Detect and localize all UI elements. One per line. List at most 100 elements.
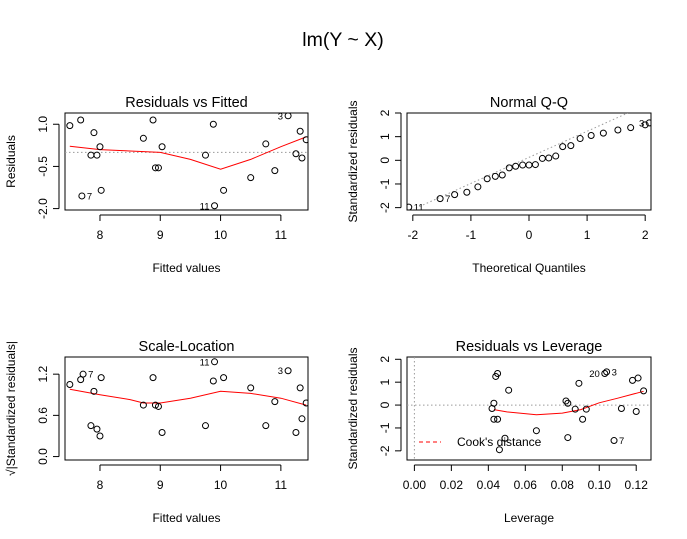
data-point xyxy=(641,121,649,129)
data-point xyxy=(158,429,166,437)
data-point xyxy=(599,129,607,137)
data-point xyxy=(545,154,553,162)
y-tick-label: -1 xyxy=(378,178,392,189)
data-point xyxy=(220,186,228,194)
point-label: 11 xyxy=(200,357,210,368)
x-axis-label: Theoretical Quantiles xyxy=(472,261,585,275)
x-tick-label: 8 xyxy=(97,478,104,492)
smoother-line xyxy=(69,136,307,170)
y-tick-label: -2.0 xyxy=(36,198,50,219)
data-point xyxy=(603,368,611,376)
plot-area xyxy=(407,113,651,210)
data-point xyxy=(298,154,306,162)
data-point xyxy=(474,183,482,191)
data-point xyxy=(209,120,217,128)
data-point xyxy=(292,429,300,437)
y-tick-label: 0.0 xyxy=(36,448,50,465)
figure-main-title: lm(Y ~ X) xyxy=(302,29,383,51)
point-label: 7 xyxy=(619,436,624,447)
data-point xyxy=(512,162,520,170)
data-point xyxy=(284,113,292,120)
data-point xyxy=(494,369,502,377)
data-point xyxy=(296,384,304,392)
data-point xyxy=(262,422,270,430)
legend-cooks-distance-label: Cook's distance xyxy=(457,435,542,449)
x-tick-label: -2 xyxy=(407,228,418,242)
point-label: 3 xyxy=(612,367,617,378)
data-point xyxy=(78,192,86,200)
x-tick-label: 0.10 xyxy=(588,478,612,492)
data-point xyxy=(139,134,147,142)
point-label: 3 xyxy=(278,366,283,377)
data-point xyxy=(158,143,166,151)
data-point xyxy=(632,407,640,415)
data-point xyxy=(571,405,579,413)
data-point xyxy=(77,116,85,124)
plot-title: Residuals vs Fitted xyxy=(125,95,248,111)
data-point xyxy=(302,136,308,144)
data-point xyxy=(302,399,308,407)
data-point xyxy=(610,437,618,445)
point-label: 7 xyxy=(88,370,93,381)
data-point xyxy=(490,399,498,407)
data-point xyxy=(640,387,648,395)
x-tick-label: 10 xyxy=(214,228,228,242)
data-point xyxy=(211,202,219,210)
y-tick-label: -2 xyxy=(378,202,392,213)
plot-area xyxy=(66,358,308,440)
point-label: 7 xyxy=(445,194,450,205)
data-point xyxy=(451,191,459,199)
data-point xyxy=(559,143,567,151)
data-point xyxy=(587,131,595,139)
y-tick-label: 0 xyxy=(378,401,392,408)
data-point xyxy=(582,405,590,413)
x-tick-label: 9 xyxy=(157,228,164,242)
y-tick-label: 1 xyxy=(378,379,392,386)
y-tick-label: 1.0 xyxy=(36,116,50,133)
y-tick-label: -1 xyxy=(378,422,392,433)
point-label: 11 xyxy=(200,201,210,212)
plot-title: Normal Q-Q xyxy=(490,95,568,111)
data-point xyxy=(139,401,147,409)
y-tick-label: 1 xyxy=(378,133,392,140)
data-point xyxy=(495,446,503,454)
data-point xyxy=(90,387,98,395)
data-point xyxy=(66,380,74,388)
data-point xyxy=(531,161,539,169)
residuals-vs-leverage-panel: Residuals vs Leverage Leverage Standardize… xyxy=(346,339,652,525)
plot-frame xyxy=(406,112,652,211)
plot-area xyxy=(65,113,308,210)
data-point xyxy=(501,434,509,442)
point-label: 3 xyxy=(639,118,644,129)
data-point xyxy=(494,415,502,423)
data-point xyxy=(201,422,209,430)
data-point xyxy=(579,415,587,423)
plot-frame xyxy=(64,112,309,211)
y-axis-label: Standardized residuals xyxy=(346,347,360,469)
x-tick-label: 11 xyxy=(275,228,288,242)
data-point xyxy=(149,374,157,382)
data-point xyxy=(149,116,157,124)
point-label: 3 xyxy=(278,111,283,122)
data-point xyxy=(576,135,584,143)
x-tick-label: 0.02 xyxy=(440,478,464,492)
x-tick-label: 0.04 xyxy=(477,478,501,492)
data-point xyxy=(562,397,570,405)
data-point xyxy=(87,422,95,430)
plot-frame xyxy=(64,356,309,461)
point-label: 20 xyxy=(589,369,600,380)
scale-location-panel: Scale-Location Fitted values √|Standardize… xyxy=(4,339,309,525)
data-point xyxy=(463,188,471,196)
plot-title: Scale-Location xyxy=(139,339,235,355)
data-point xyxy=(483,175,491,183)
data-point xyxy=(93,425,101,433)
x-tick-label: 11 xyxy=(275,478,288,492)
data-point xyxy=(490,415,498,423)
data-point xyxy=(505,386,513,394)
data-point xyxy=(154,402,162,410)
data-point xyxy=(154,164,162,172)
data-point xyxy=(645,119,651,127)
data-point xyxy=(436,195,444,203)
data-point xyxy=(201,151,209,159)
